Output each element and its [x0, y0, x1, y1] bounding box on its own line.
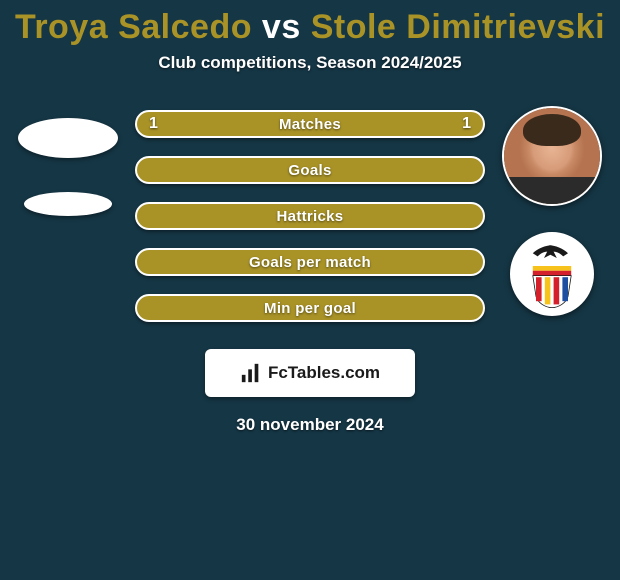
stat-label: Goals per match: [249, 254, 371, 271]
bar-chart-icon: [240, 362, 262, 384]
watermark-box: FcTables.com: [205, 349, 415, 397]
stat-right-value: 1: [462, 115, 471, 133]
stat-bar-goals: Goals: [135, 156, 485, 184]
stat-label: Goals: [288, 162, 331, 179]
stat-label: Matches: [279, 116, 341, 133]
stat-label: Hattricks: [277, 208, 344, 225]
stat-left-value: 1: [149, 115, 158, 133]
stat-row: Goals per match: [0, 239, 620, 285]
stat-bar-matches: 1 Matches 1: [135, 110, 485, 138]
stat-bar-hattricks: Hattricks: [135, 202, 485, 230]
stat-label: Min per goal: [264, 300, 356, 317]
stat-row: 1 Matches 1: [0, 101, 620, 147]
subtitle: Club competitions, Season 2024/2025: [0, 53, 620, 73]
title-player-1: Troya Salcedo: [15, 8, 252, 46]
infographic-container: Troya Salcedo vs Stole Dimitrievski Club…: [0, 0, 620, 580]
page-title: Troya Salcedo vs Stole Dimitrievski: [0, 8, 620, 47]
stat-bar-goals-per-match: Goals per match: [135, 248, 485, 276]
watermark-text: FcTables.com: [268, 363, 380, 383]
title-vs: vs: [252, 8, 311, 46]
stat-row: Min per goal: [0, 285, 620, 331]
title-player-2: Stole Dimitrievski: [311, 8, 605, 46]
stat-bar-min-per-goal: Min per goal: [135, 294, 485, 322]
stat-row: Hattricks: [0, 193, 620, 239]
date-text: 30 november 2024: [0, 415, 620, 435]
stats-rows: 1 Matches 1 Goals Hattricks Goals per ma…: [0, 101, 620, 331]
stat-row: Goals: [0, 147, 620, 193]
